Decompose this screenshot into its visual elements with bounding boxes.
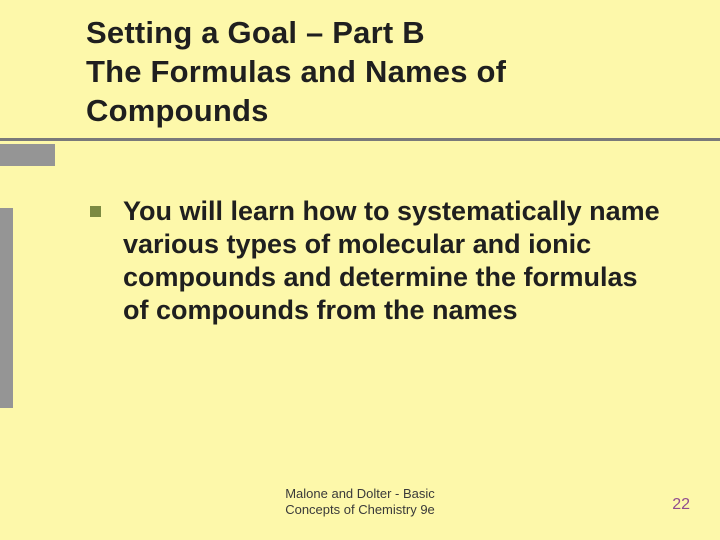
body-text: You will learn how to systematically nam… xyxy=(123,195,670,327)
footer-line-1: Malone and Dolter - Basic xyxy=(285,486,435,501)
bullet-item: You will learn how to systematically nam… xyxy=(90,195,670,327)
title-line-3: Compounds xyxy=(86,93,269,128)
title-underline xyxy=(0,138,720,141)
footer-text: Malone and Dolter - Basic Concepts of Ch… xyxy=(285,486,435,519)
page-number: 22 xyxy=(672,496,690,514)
square-bullet-icon xyxy=(90,206,101,217)
title-area: Setting a Goal – Part B The Formulas and… xyxy=(86,14,686,130)
title-line-2: The Formulas and Names of xyxy=(86,54,506,89)
slide: Setting a Goal – Part B The Formulas and… xyxy=(0,0,720,540)
body-area: You will learn how to systematically nam… xyxy=(90,195,670,327)
title-line-1: Setting a Goal – Part B xyxy=(86,15,425,50)
accent-bar-thin xyxy=(0,208,13,408)
accent-bar-thick xyxy=(0,144,55,166)
footer-line-2: Concepts of Chemistry 9e xyxy=(285,502,435,517)
slide-title: Setting a Goal – Part B The Formulas and… xyxy=(86,14,686,130)
